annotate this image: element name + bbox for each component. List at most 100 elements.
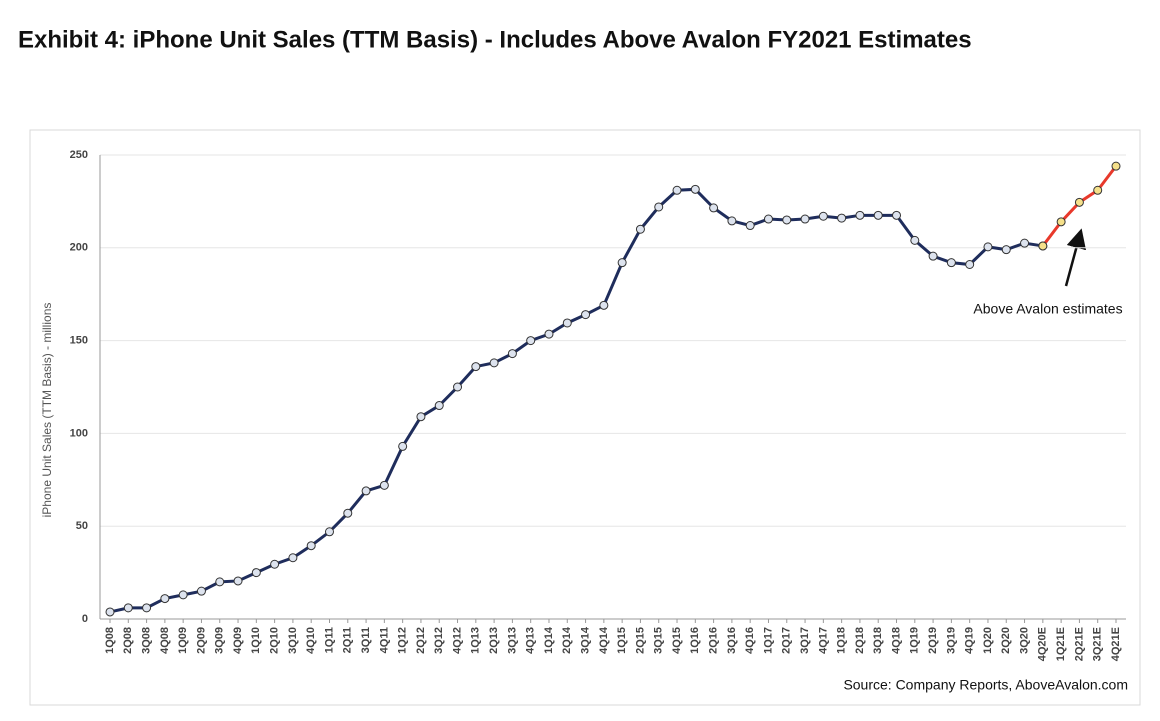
x-tick-label: 3Q10: [287, 627, 299, 654]
x-tick-label: 3Q19: [945, 627, 957, 654]
data-point: [434, 401, 444, 411]
data-point: [581, 310, 591, 320]
data-point: [270, 559, 280, 569]
series-line: [109, 187, 1044, 614]
data-point: [1020, 238, 1030, 248]
data-point: [562, 318, 572, 328]
data-point: [526, 336, 536, 346]
data-point: [635, 224, 645, 234]
data-point: [343, 508, 353, 518]
annotation: Above Avalon estimates: [973, 301, 1122, 317]
x-tick-label: 2Q19: [927, 627, 939, 654]
x-tick-label: 4Q16: [744, 627, 756, 654]
data-point: [1001, 245, 1011, 255]
x-tick-label: 4Q19: [964, 627, 976, 654]
data-point: [215, 577, 225, 587]
x-tick-label: 3Q16: [726, 627, 738, 654]
x-tick-label: 2Q10: [269, 627, 281, 654]
x-tick-label: 1Q16: [689, 627, 701, 654]
x-tick-label: 4Q15: [671, 627, 683, 654]
x-tick-label: 2Q11: [342, 627, 354, 653]
x-tick-label: 4Q17: [817, 627, 829, 654]
data-point: [288, 553, 298, 563]
x-tick-label: 1Q13: [470, 627, 482, 654]
data-point: [123, 603, 133, 613]
x-tick-label: 4Q12: [451, 627, 463, 654]
y-tick-label: 100: [70, 427, 88, 439]
x-tick-label: 3Q21E: [1092, 627, 1104, 661]
x-tick-label: 2Q16: [708, 627, 720, 654]
x-tick-label: 3Q17: [799, 627, 811, 654]
x-tick-label: 1Q12: [397, 627, 409, 654]
x-tick-label: 1Q11: [323, 627, 335, 653]
x-tick-label: 3Q14: [579, 626, 591, 654]
data-point: [324, 527, 334, 537]
x-tick-label: 4Q14: [598, 626, 610, 654]
data-point: [361, 486, 371, 496]
data-point: [672, 185, 682, 195]
data-point: [233, 576, 243, 586]
data-point: [946, 258, 956, 268]
data-point: [654, 202, 664, 212]
x-tick-label: 1Q09: [177, 627, 189, 654]
x-tick-label: 4Q20E: [1037, 627, 1049, 661]
data-point: [379, 480, 389, 490]
x-tick-label: 2Q18: [854, 627, 866, 654]
x-tick-label: 2Q15: [634, 627, 646, 654]
source: Source: Company Reports, AboveAvalon.com: [843, 677, 1128, 693]
y-tick-label: 150: [70, 335, 88, 347]
data-point: [178, 590, 188, 600]
x-tick-label: 3Q13: [506, 627, 518, 654]
data-point: [196, 586, 206, 596]
x-tick-label: 4Q11: [378, 627, 390, 653]
x-tick-label: 2Q09: [195, 627, 207, 654]
x-tick-label: 3Q15: [653, 627, 665, 654]
data-point: [892, 210, 902, 220]
x-tick-label: 1Q17: [762, 627, 774, 654]
x-tick-label: 3Q20: [1018, 627, 1030, 654]
data-point: [489, 358, 499, 368]
data-point: [855, 210, 865, 220]
data-point: [398, 441, 408, 451]
y-tick-label: 50: [76, 520, 88, 532]
data-point: [928, 251, 938, 261]
x-tick-label: 3Q08: [140, 627, 152, 654]
x-tick-label: 3Q18: [872, 627, 884, 654]
data-point: [306, 541, 316, 551]
data-point: [1093, 185, 1103, 195]
annotation-arrow: [1064, 228, 1087, 287]
x-tick-label: 1Q19: [909, 627, 921, 654]
x-tick-label: 1Q15: [616, 627, 628, 654]
data-point: [471, 362, 481, 372]
x-tick-label: 1Q20: [982, 627, 994, 654]
data-point: [782, 215, 792, 225]
x-tick-label: 4Q09: [232, 627, 244, 654]
data-point: [416, 412, 426, 422]
data-point: [544, 329, 554, 339]
data-point: [965, 260, 975, 270]
x-tick-label: 2Q20: [1000, 627, 1012, 654]
data-point: [709, 203, 719, 213]
chart-title: Exhibit 4: iPhone Unit Sales (TTM Basis)…: [18, 26, 972, 53]
y-axis-label: iPhone Unit Sales (TTM Basis) - millions: [40, 303, 54, 518]
x-tick-label: 1Q08: [104, 627, 116, 654]
data-point: [745, 221, 755, 231]
data-point: [105, 607, 115, 617]
x-tick-label: 3Q09: [214, 627, 226, 654]
x-tick-label: 2Q08: [122, 627, 134, 654]
x-tick-label: 1Q18: [836, 627, 848, 654]
x-tick-label: 2Q17: [781, 627, 793, 654]
data-point: [818, 211, 828, 221]
data-point: [873, 210, 883, 220]
data-point: [690, 184, 700, 194]
data-point: [251, 568, 261, 578]
x-tick-label: 1Q21E: [1055, 627, 1067, 661]
x-tick-label: 2Q14: [561, 626, 573, 654]
data-point: [837, 213, 847, 223]
data-point: [910, 235, 920, 245]
data-point: [142, 603, 152, 613]
x-tick-label: 4Q08: [159, 627, 171, 654]
data-point: [800, 214, 810, 224]
